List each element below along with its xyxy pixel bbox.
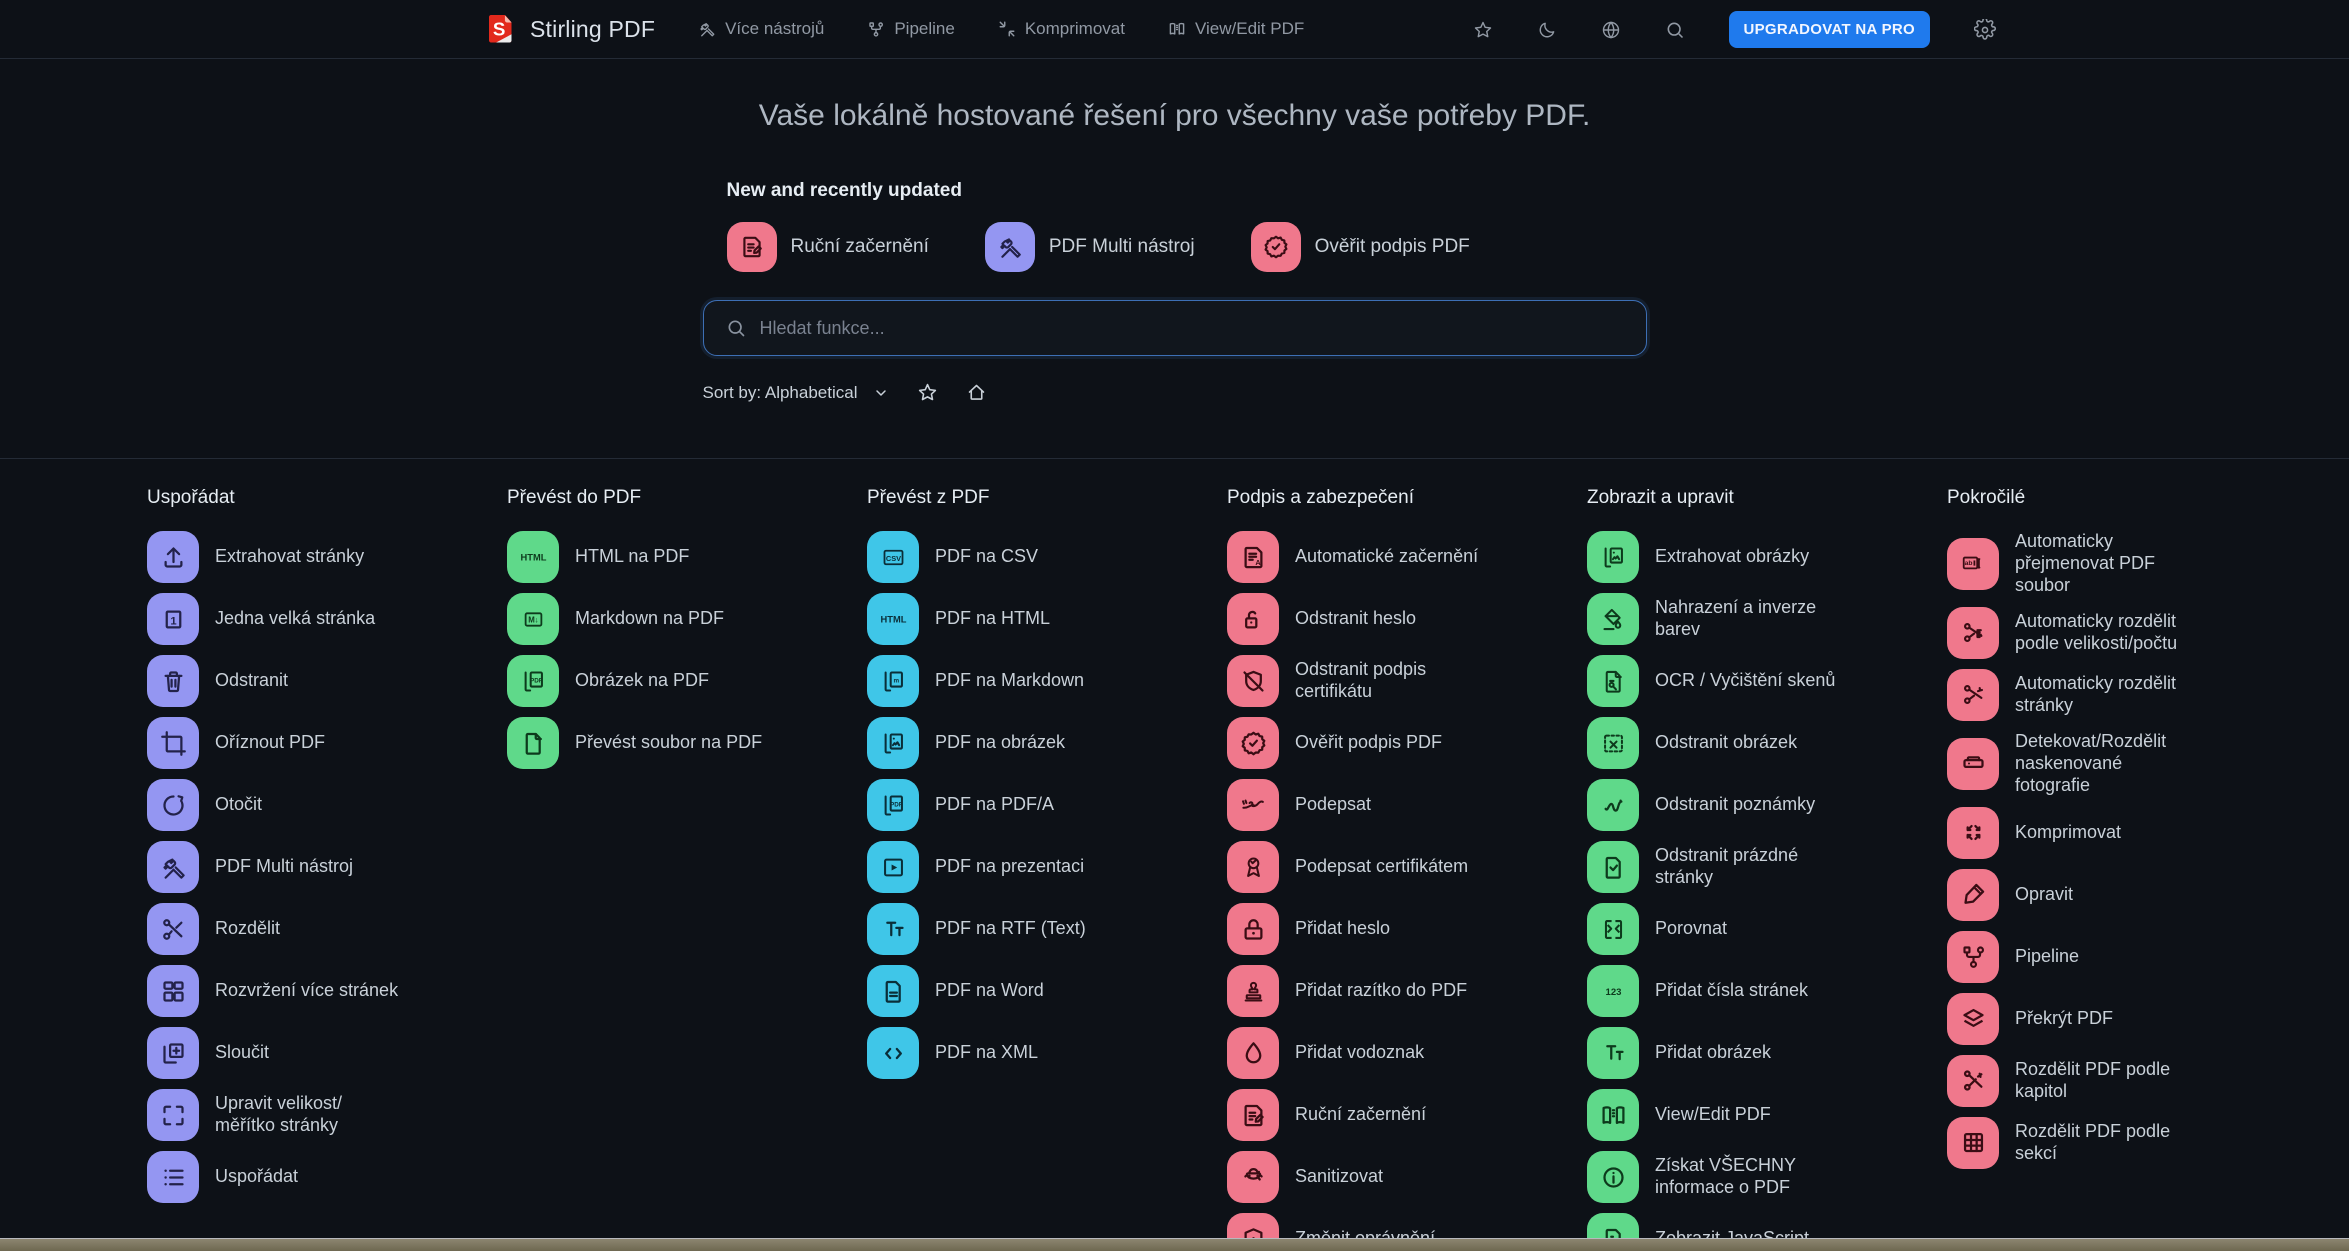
svg-text:HTML: HTML bbox=[520, 552, 546, 562]
svg-text:PDF: PDF bbox=[890, 801, 903, 808]
svg-text:ab: ab bbox=[1964, 560, 1972, 567]
svg-text:PDF: PDF bbox=[530, 677, 543, 684]
svg-text:S: S bbox=[493, 18, 506, 39]
svg-text:1: 1 bbox=[170, 615, 176, 627]
svg-text:m: m bbox=[893, 677, 899, 684]
svg-text:M↓: M↓ bbox=[528, 615, 538, 624]
svg-text:123: 123 bbox=[1605, 986, 1621, 997]
svg-text:HTML: HTML bbox=[880, 614, 906, 624]
svg-text:CSV: CSV bbox=[885, 553, 900, 562]
svg-text:A: A bbox=[1255, 557, 1261, 566]
